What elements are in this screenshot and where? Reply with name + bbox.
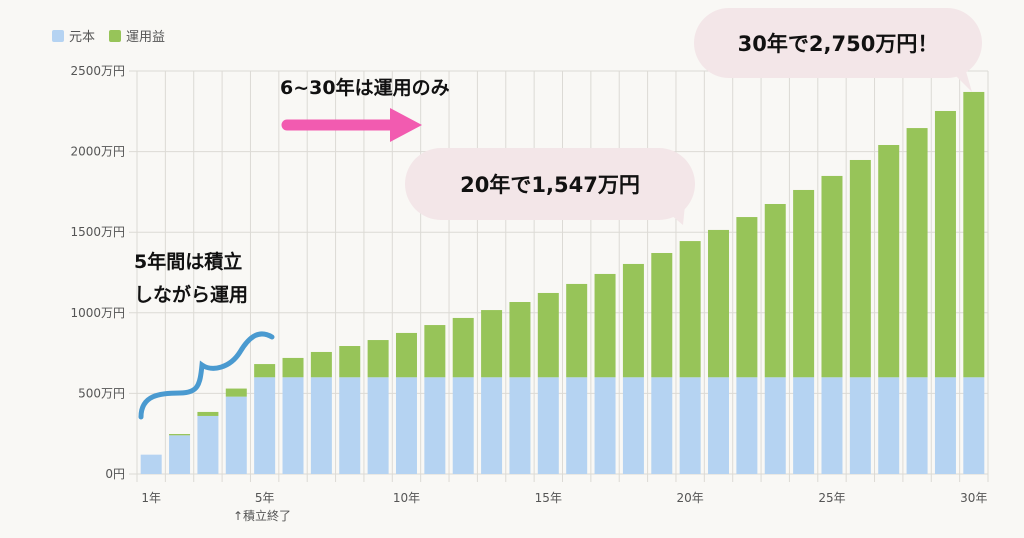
bar-principal (566, 377, 588, 474)
bar-principal (878, 377, 900, 474)
bar-principal (679, 377, 701, 474)
legend-item-principal[interactable]: 元本 (52, 26, 95, 45)
bar-principal (594, 377, 616, 474)
bar-principal (821, 377, 843, 474)
bar-gain (651, 252, 673, 378)
bar-principal (225, 396, 247, 474)
bar-principal (481, 377, 503, 474)
phase1-line1: 5年間は積立 (134, 251, 243, 273)
bar-gain (481, 310, 503, 378)
bar-gain (849, 159, 871, 378)
bar-principal (197, 415, 219, 474)
bar-gain (906, 128, 928, 378)
bar-gain (764, 203, 786, 378)
bar-principal (310, 377, 332, 474)
bar-principal (140, 454, 162, 474)
bar-gain (594, 273, 616, 378)
bar-principal (169, 435, 191, 474)
bar-gain (254, 364, 276, 378)
bubble-30-years: 30年で2,750万円！ (694, 8, 982, 78)
x-tick-label: 30年 (960, 491, 987, 505)
bar-principal (793, 377, 815, 474)
bar-principal (934, 377, 956, 474)
legend-item-gain[interactable]: 運用益 (109, 26, 165, 45)
y-tick-label: 1000万円 (70, 306, 125, 320)
bar-principal (963, 377, 985, 474)
bubble-30-text: 30年で2,750万円！ (737, 32, 939, 56)
y-tick-label: 2000万円 (70, 145, 125, 159)
bar-gain (310, 351, 332, 378)
bar-principal (537, 377, 559, 474)
bar-principal (254, 377, 276, 474)
bar-principal (906, 377, 928, 474)
bar-gain (708, 229, 730, 378)
y-tick-label: 500万円 (78, 386, 125, 400)
phase1-label: 5年間は積立 しながら運用 (134, 246, 248, 312)
y-tick-label: 0円 (105, 467, 125, 481)
legend-swatch-gain (109, 30, 122, 42)
bar-principal (708, 377, 730, 474)
phase1-line2: しながら運用 (134, 284, 249, 306)
bar-gain (537, 292, 559, 378)
bubble-20-text: 20年で1,547万円 (460, 173, 640, 197)
bar-gain (566, 283, 588, 378)
phase2-label: 6~30年は運用のみ (280, 77, 450, 99)
y-tick-label: 1500万円 (70, 225, 125, 239)
bar-gain (452, 317, 474, 378)
bar-gain (424, 325, 446, 378)
x-tick-label: 15年 (535, 491, 562, 505)
bar-gain (339, 346, 361, 378)
bar-principal (509, 377, 531, 474)
x-tick-label: 25年 (818, 491, 845, 505)
legend-label-gain: 運用益 (126, 30, 166, 45)
x-tick-label: 20年 (677, 491, 704, 505)
bar-principal (395, 377, 417, 474)
bar-principal (452, 377, 474, 474)
arrow-right-icon (390, 108, 422, 142)
bubble-20-years: 20年で1,547万円 (405, 148, 695, 220)
bar-gain (963, 91, 985, 378)
bar-principal (849, 377, 871, 474)
bar-gain (367, 340, 389, 378)
bar-gain (282, 357, 304, 378)
bar-gain (679, 241, 701, 378)
y-tick-label: 2500万円 (70, 64, 125, 78)
bar-gain (509, 301, 531, 378)
bar-gain (793, 189, 815, 378)
bar-principal (339, 377, 361, 474)
bar-gain (622, 263, 644, 378)
bar-principal (367, 377, 389, 474)
growth-curve-drawing (138, 331, 275, 420)
accumulation-end-note: ↑積立終了 (233, 509, 292, 523)
bar-principal (282, 377, 304, 474)
legend-label-principal: 元本 (69, 30, 96, 45)
bar-principal (651, 377, 673, 474)
x-tick-label: 10年 (393, 491, 420, 505)
bar-gain (395, 332, 417, 378)
bar-principal (424, 377, 446, 474)
x-tick-label: 5年 (255, 491, 275, 505)
bar-principal (736, 377, 758, 474)
x-tick-label: 1年 (141, 491, 161, 505)
bar-gain (934, 110, 956, 378)
bar-gain (169, 434, 191, 436)
bar-gain (736, 217, 758, 378)
bar-gain (878, 144, 900, 378)
legend-swatch-principal (52, 30, 64, 42)
bar-gain (225, 388, 247, 397)
bar-gain (197, 411, 219, 416)
legend: 元本 運用益 (52, 26, 165, 45)
bar-gain (821, 175, 843, 378)
bar-principal (622, 377, 644, 474)
bar-principal (764, 377, 786, 474)
